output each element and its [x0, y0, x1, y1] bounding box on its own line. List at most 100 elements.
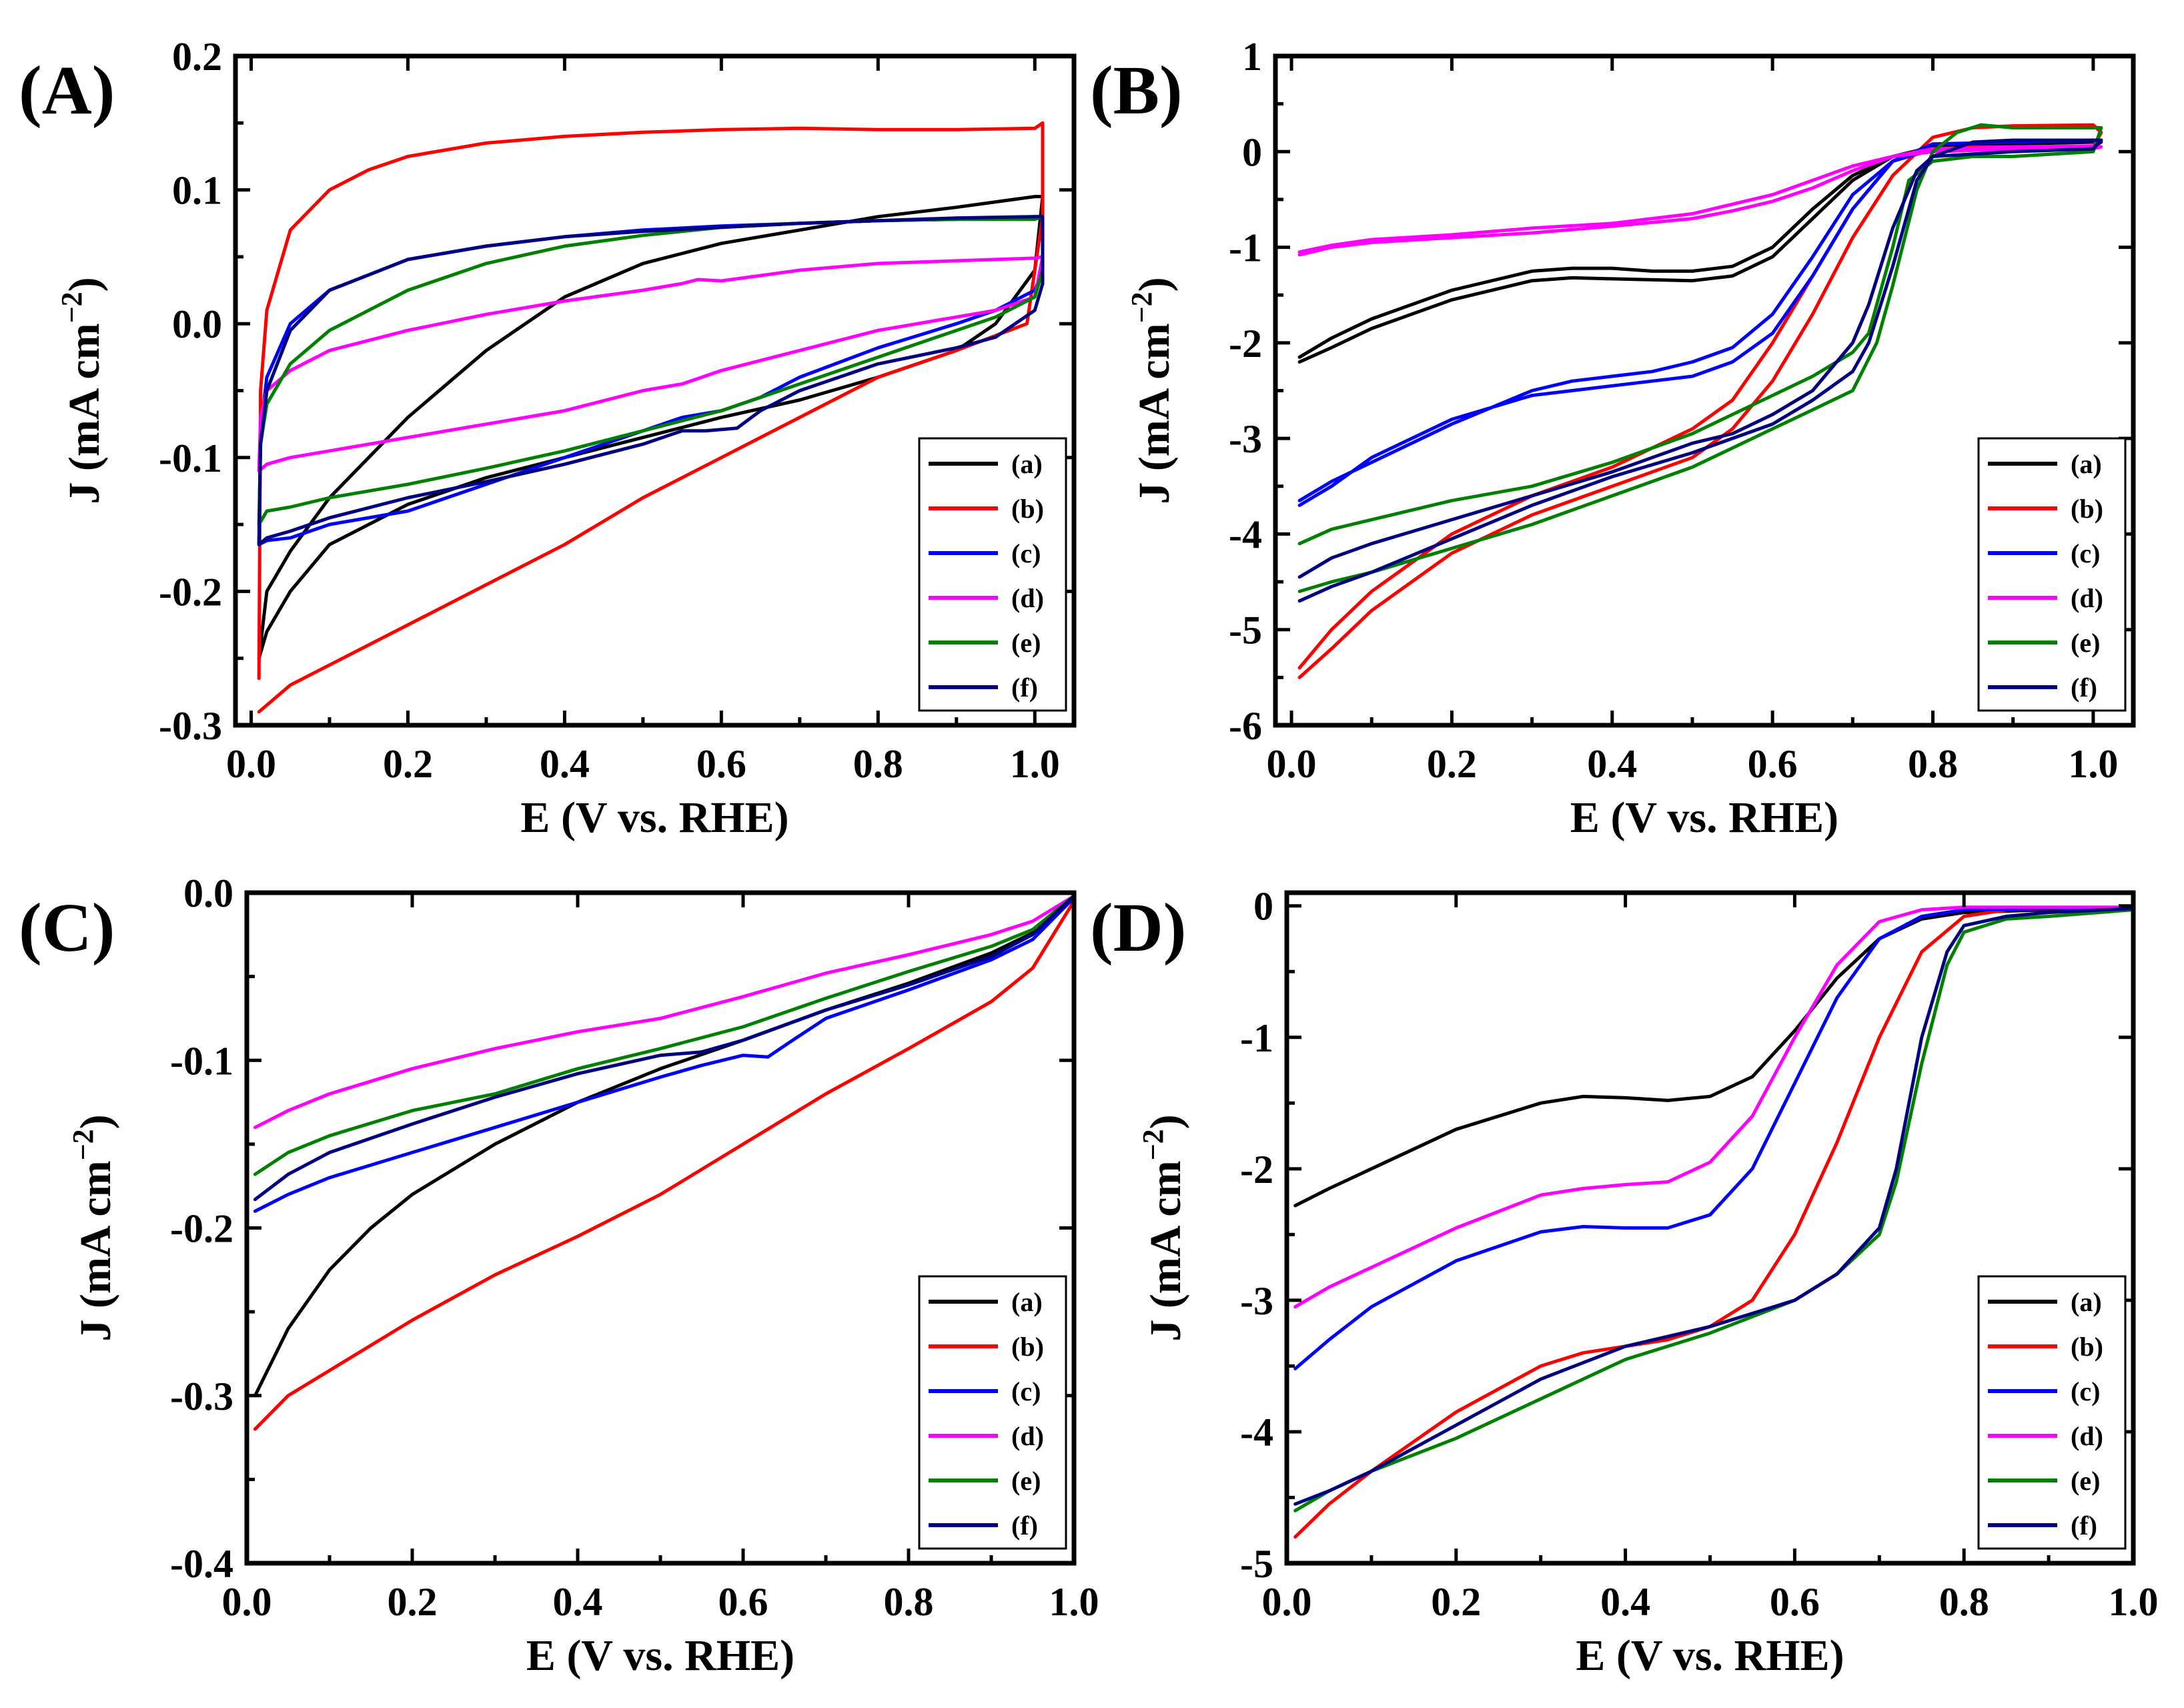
series-line-b — [253, 899, 1074, 1431]
legend-label: (c) — [2071, 1376, 2100, 1406]
y-tick-label: -4 — [1229, 512, 1262, 556]
panel-tag: (B) — [1090, 52, 1183, 129]
y-axis-title-main: J (mA cm — [1130, 323, 1179, 504]
legend: (a) (b) (c) (d) (e) (f) — [1977, 437, 2127, 712]
panel-b: (B) 0.0 0.2 0.4 0.6 0.8 1.0 -6 -5 -4 -3 -2 -1 0 1 E (V … — [1090, 35, 2136, 842]
y-tick-label: -5 — [1229, 608, 1262, 653]
legend-box — [918, 1275, 1067, 1550]
legend-label: (a) — [2071, 1287, 2102, 1317]
x-axis-title: E (V vs. RHE) — [1576, 1631, 1844, 1680]
series-line-c — [1293, 905, 2133, 1370]
y-axis-title-end: ) — [60, 277, 109, 292]
y-tick-label: -0.1 — [170, 1039, 233, 1083]
series-line-a — [253, 896, 1074, 1398]
y-tick-label: -0.3 — [159, 704, 222, 748]
legend-label: (c) — [1011, 538, 1041, 568]
series-group — [253, 894, 1074, 1431]
series-group — [257, 121, 1045, 714]
series-line-d — [253, 894, 1074, 1130]
y-tick-label: -2 — [1229, 322, 1262, 366]
panel-tag: (C) — [19, 889, 115, 966]
y-axis-title-superscript: −2 — [1125, 292, 1158, 323]
y-tick-label: 0 — [1253, 885, 1273, 929]
x-tick-label: 0.2 — [1427, 742, 1477, 786]
y-tick-label: -1 — [1240, 1016, 1273, 1060]
series-group — [1297, 123, 2103, 679]
legend-label: (b) — [1011, 494, 1044, 524]
x-tick-label: 0.0 — [222, 1580, 272, 1624]
y-axis-title-main: J (mA cm — [60, 323, 109, 504]
x-tick-label: 0.2 — [388, 1580, 438, 1624]
y-tick-label: 0.0 — [183, 871, 233, 915]
y-axis-title-superscript: −2 — [1137, 1129, 1169, 1160]
x-tick-label: 0.6 — [1748, 742, 1798, 786]
y-tick-label: 0 — [1242, 130, 1262, 174]
series-line-f — [253, 894, 1074, 1202]
series-line-b — [1293, 905, 2133, 1539]
legend-label: (e) — [1011, 1466, 1041, 1496]
legend-label: (e) — [1011, 628, 1041, 658]
y-axis-title-end: ) — [71, 1114, 120, 1129]
y-tick-label: -0.1 — [159, 436, 222, 480]
x-tick-label: 1.0 — [1049, 1580, 1099, 1624]
series-line-a — [1293, 907, 2133, 1208]
series-line-b — [257, 121, 1045, 714]
series-line-d — [1297, 144, 2103, 257]
series-line-e — [1297, 123, 2103, 593]
x-tick-label: 0.2 — [383, 742, 433, 786]
y-tick-label: 0.0 — [172, 302, 222, 346]
panel-d: (D) 0.0 0.2 0.4 0.6 0.8 1.0 -5 -4 -3 -2 -1 0 E (V vs.… — [1090, 885, 2159, 1680]
legend-box — [918, 437, 1067, 712]
x-axis-title: E (V vs. RHE) — [1570, 793, 1838, 842]
x-tick-label: 0.2 — [1431, 1580, 1481, 1624]
series-line-c — [253, 896, 1074, 1213]
x-tick-label: 0.0 — [226, 742, 276, 786]
legend-label: (b) — [2071, 1332, 2103, 1362]
x-tick-label: 1.0 — [2068, 742, 2118, 786]
y-tick-label: -1 — [1229, 226, 1262, 270]
x-tick-label: 0.4 — [540, 742, 590, 786]
y-axis-title-main: J (mA cm — [1141, 1160, 1190, 1341]
legend-label: (a) — [1011, 1287, 1043, 1317]
x-axis-title: E (V vs. RHE) — [520, 793, 788, 842]
y-tick-label: -0.3 — [170, 1374, 233, 1418]
series-line-f — [1297, 138, 2103, 603]
series-line-f — [257, 215, 1045, 546]
y-tick-label: 1 — [1242, 35, 1262, 79]
y-axis-title: J (mA cm−2) — [1125, 277, 1179, 504]
x-tick-label: 0.6 — [1770, 1580, 1820, 1624]
x-tick-label: 0.0 — [1262, 1580, 1312, 1624]
x-tick-label: 0.8 — [853, 742, 903, 786]
x-tick-label: 0.4 — [1600, 1580, 1650, 1624]
legend-label: (a) — [1011, 449, 1043, 479]
legend-box — [1977, 1275, 2127, 1550]
series-line-f — [1293, 907, 2133, 1506]
series-group — [1293, 905, 2133, 1539]
y-tick-label: -5 — [1240, 1542, 1273, 1586]
legend-box — [1977, 437, 2127, 712]
legend: (a) (b) (c) (d) (e) (f) — [1977, 1275, 2127, 1550]
y-tick-label: -6 — [1229, 704, 1262, 748]
legend-label: (d) — [1011, 1421, 1044, 1451]
legend-label: (e) — [2071, 1466, 2100, 1496]
y-tick-label: -4 — [1240, 1410, 1273, 1454]
x-tick-label: 0.4 — [553, 1580, 603, 1624]
y-axis-title: J (mA cm−2) — [67, 1114, 120, 1341]
legend-label: (d) — [1011, 583, 1044, 613]
panels: (A) 0.0 0.2 0.4 0.6 0.8 1.0 -0.3 -0.2 -0.1 0.0 0.1 0… — [19, 35, 2159, 1680]
x-axis-title: E (V vs. RHE) — [526, 1631, 794, 1680]
x-tick-label: 0.6 — [696, 742, 746, 786]
y-tick-label: -0.2 — [159, 570, 222, 614]
legend-label: (d) — [2071, 583, 2103, 613]
y-tick-label: -0.2 — [170, 1207, 233, 1251]
y-axis-title: J (mA cm−2) — [55, 277, 109, 504]
legend-label: (f) — [1011, 1511, 1038, 1541]
y-tick-label: 0.2 — [172, 35, 222, 79]
legend-label: (f) — [2071, 1511, 2097, 1541]
legend-label: (f) — [2071, 673, 2097, 703]
y-axis-title-superscript: −2 — [67, 1129, 99, 1160]
panel-a: (A) 0.0 0.2 0.4 0.6 0.8 1.0 -0.3 -0.2 -0.1 0.0 0.1 0… — [19, 35, 1077, 842]
legend-label: (e) — [2071, 628, 2100, 658]
series-line-d — [1293, 905, 2133, 1309]
